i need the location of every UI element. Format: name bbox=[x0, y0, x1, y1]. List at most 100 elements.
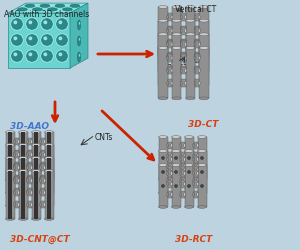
Ellipse shape bbox=[14, 177, 15, 181]
Polygon shape bbox=[194, 156, 197, 163]
Ellipse shape bbox=[158, 164, 167, 167]
Polygon shape bbox=[168, 42, 172, 49]
Polygon shape bbox=[158, 49, 168, 99]
Ellipse shape bbox=[32, 144, 40, 147]
Ellipse shape bbox=[58, 53, 62, 57]
Ellipse shape bbox=[180, 56, 182, 60]
Ellipse shape bbox=[167, 70, 169, 73]
Ellipse shape bbox=[40, 179, 41, 183]
Ellipse shape bbox=[77, 37, 81, 47]
Ellipse shape bbox=[14, 191, 15, 194]
Ellipse shape bbox=[184, 150, 194, 153]
Ellipse shape bbox=[172, 47, 182, 50]
Ellipse shape bbox=[18, 153, 20, 157]
Polygon shape bbox=[28, 152, 31, 158]
Ellipse shape bbox=[193, 182, 194, 186]
Ellipse shape bbox=[44, 131, 53, 134]
Polygon shape bbox=[34, 171, 38, 219]
Polygon shape bbox=[172, 152, 181, 193]
Ellipse shape bbox=[158, 70, 168, 73]
Ellipse shape bbox=[5, 179, 14, 182]
Ellipse shape bbox=[31, 178, 32, 182]
Ellipse shape bbox=[158, 6, 168, 10]
Polygon shape bbox=[168, 39, 172, 47]
Ellipse shape bbox=[5, 157, 14, 160]
Ellipse shape bbox=[40, 164, 41, 168]
Text: CNTs: CNTs bbox=[95, 132, 113, 141]
Ellipse shape bbox=[18, 191, 20, 194]
Polygon shape bbox=[28, 188, 31, 196]
Polygon shape bbox=[28, 189, 31, 196]
Ellipse shape bbox=[158, 136, 167, 139]
Ellipse shape bbox=[186, 70, 195, 73]
Polygon shape bbox=[195, 53, 199, 60]
Ellipse shape bbox=[158, 84, 168, 87]
Polygon shape bbox=[21, 146, 25, 193]
Polygon shape bbox=[28, 150, 31, 158]
Ellipse shape bbox=[14, 203, 15, 206]
Ellipse shape bbox=[172, 150, 181, 153]
Ellipse shape bbox=[172, 57, 182, 59]
Ellipse shape bbox=[56, 20, 68, 30]
Polygon shape bbox=[197, 152, 206, 193]
Ellipse shape bbox=[5, 144, 14, 147]
Polygon shape bbox=[182, 54, 186, 62]
Ellipse shape bbox=[194, 82, 196, 86]
Ellipse shape bbox=[171, 16, 173, 20]
Ellipse shape bbox=[167, 55, 169, 58]
Polygon shape bbox=[181, 156, 184, 163]
Ellipse shape bbox=[19, 205, 28, 208]
Ellipse shape bbox=[44, 37, 47, 41]
Ellipse shape bbox=[19, 170, 28, 173]
Ellipse shape bbox=[186, 98, 195, 100]
Polygon shape bbox=[181, 142, 184, 150]
Ellipse shape bbox=[172, 70, 182, 73]
Ellipse shape bbox=[14, 53, 17, 57]
Polygon shape bbox=[40, 152, 44, 158]
Ellipse shape bbox=[167, 182, 168, 186]
Polygon shape bbox=[167, 142, 172, 150]
Ellipse shape bbox=[199, 98, 209, 100]
Ellipse shape bbox=[41, 51, 52, 62]
Ellipse shape bbox=[198, 82, 200, 86]
Ellipse shape bbox=[44, 157, 53, 160]
Ellipse shape bbox=[40, 178, 41, 182]
Ellipse shape bbox=[184, 136, 194, 139]
Ellipse shape bbox=[27, 177, 28, 181]
Polygon shape bbox=[28, 176, 31, 184]
Polygon shape bbox=[168, 40, 172, 48]
Polygon shape bbox=[44, 158, 53, 206]
Polygon shape bbox=[28, 177, 31, 184]
Ellipse shape bbox=[167, 154, 168, 158]
Ellipse shape bbox=[44, 191, 45, 194]
Polygon shape bbox=[167, 156, 172, 163]
Ellipse shape bbox=[184, 206, 194, 208]
Polygon shape bbox=[168, 55, 172, 62]
Ellipse shape bbox=[180, 179, 182, 182]
Polygon shape bbox=[40, 162, 44, 170]
Ellipse shape bbox=[31, 166, 32, 170]
Ellipse shape bbox=[167, 43, 169, 47]
Polygon shape bbox=[8, 4, 88, 14]
Ellipse shape bbox=[171, 70, 173, 73]
Ellipse shape bbox=[184, 16, 187, 20]
Polygon shape bbox=[47, 132, 51, 180]
Ellipse shape bbox=[186, 20, 195, 23]
Ellipse shape bbox=[186, 6, 195, 10]
Ellipse shape bbox=[198, 68, 200, 72]
Polygon shape bbox=[44, 132, 53, 180]
Polygon shape bbox=[181, 167, 184, 174]
Ellipse shape bbox=[197, 164, 206, 167]
Polygon shape bbox=[70, 4, 88, 69]
Polygon shape bbox=[40, 150, 44, 158]
Ellipse shape bbox=[197, 178, 206, 181]
Polygon shape bbox=[194, 180, 197, 188]
Ellipse shape bbox=[44, 178, 45, 182]
Ellipse shape bbox=[184, 68, 187, 72]
Ellipse shape bbox=[200, 171, 204, 174]
Ellipse shape bbox=[11, 51, 22, 62]
Ellipse shape bbox=[180, 144, 182, 148]
Ellipse shape bbox=[31, 179, 32, 183]
Ellipse shape bbox=[180, 158, 182, 162]
Polygon shape bbox=[158, 22, 168, 72]
